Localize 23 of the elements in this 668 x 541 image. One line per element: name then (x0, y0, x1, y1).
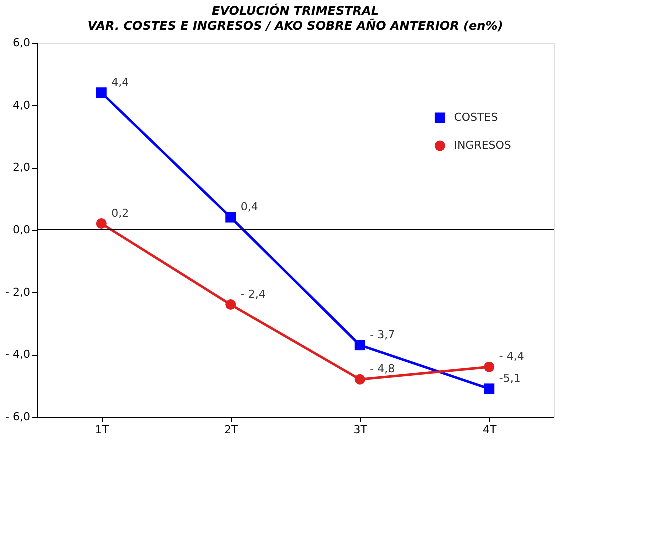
y-tick-label: - 2,0 (6, 286, 30, 299)
x-tick-label: 2T (224, 424, 239, 436)
y-tick-label: 4,0 (13, 98, 30, 112)
y-tick-label: - 4,0 (6, 348, 30, 362)
chart-subtitle: VAR. COSTES E INGRESOS / AKO SOBRE AÑO ANTERIOR (en%) (88, 18, 504, 33)
y-tick-label: 6,0 (13, 36, 30, 50)
data-label: 0,4 (240, 200, 258, 214)
data-label: -5,1 (499, 372, 521, 385)
legend-label: INGRESOS (454, 139, 512, 152)
data-label: 0,2 (112, 206, 130, 220)
y-tick-label: 0,0 (13, 224, 30, 236)
chart-title: EVOLUCIÓN TRIMESTRAL (212, 3, 379, 18)
x-tick-label: 4T (483, 424, 498, 436)
y-tick-label: 2,0 (13, 161, 30, 174)
x-tick-label: 1T (95, 424, 110, 436)
legend-label: COSTES (454, 111, 498, 124)
y-tick-label: - 6,0 (6, 410, 30, 424)
data-label: - 4,8 (370, 362, 396, 376)
data-label: - 3,7 (370, 328, 396, 342)
x-tick-label: 3T (354, 424, 368, 436)
data-label: 4,4 (112, 76, 130, 89)
data-label: - 4,4 (499, 350, 524, 364)
data-label: - 2,4 (240, 288, 266, 301)
